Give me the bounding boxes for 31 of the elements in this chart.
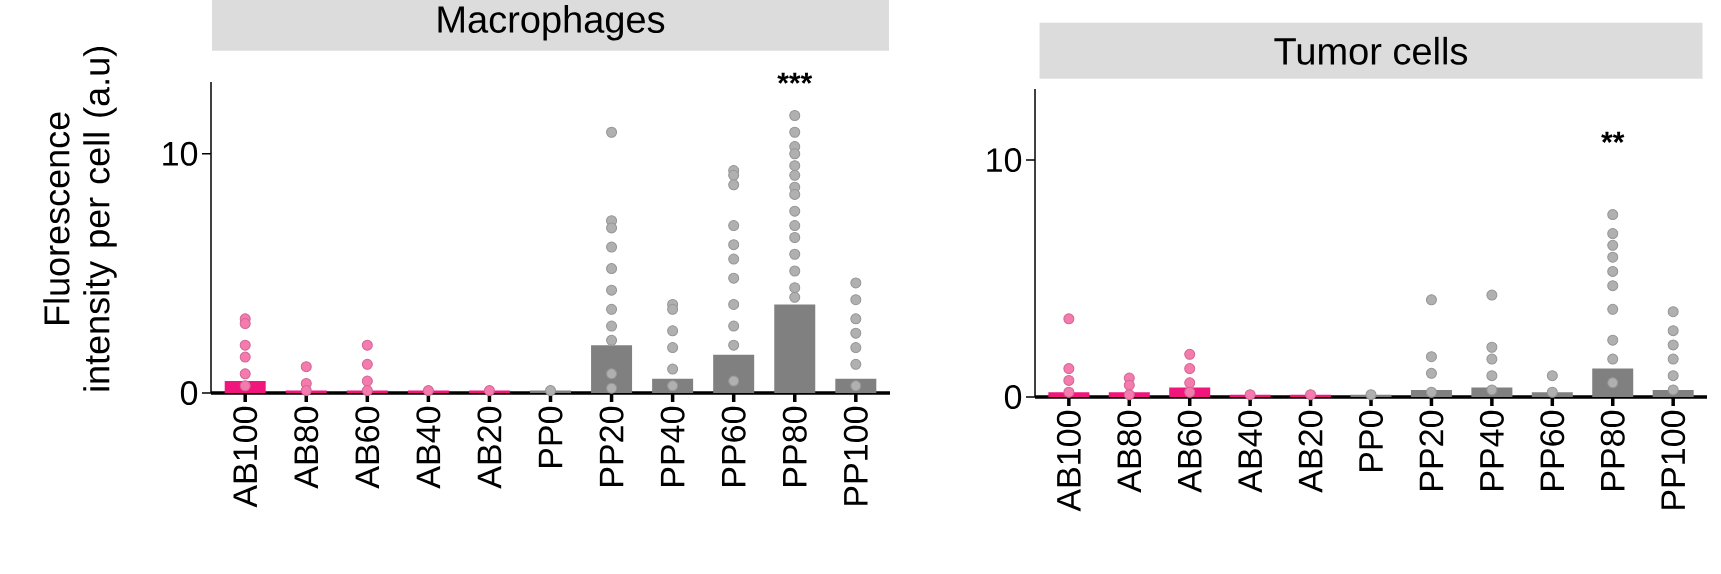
x-tick-label: PP100 (1661, 410, 1686, 509)
x-tick-label: PP0 (1358, 410, 1384, 472)
x-tick-label: PP80 (1600, 410, 1625, 490)
x-tick-label: PP80 (782, 406, 807, 486)
x-tick-label: AB20 (477, 406, 502, 489)
y-axis-title: Fluorescence intensity per cell (a.u) (43, 47, 117, 391)
chart-title: Macrophages (438, 5, 665, 41)
x-tick-label: AB80 (294, 406, 319, 489)
chart-title: Tumor cells (1274, 36, 1468, 65)
x-tick-label: PP40 (1479, 410, 1504, 490)
x-tick-label: PP40 (660, 406, 685, 486)
x-tick-label: AB40 (416, 406, 441, 489)
x-tick-label: AB100 (233, 406, 258, 508)
y-tick-label: 10 (987, 148, 1022, 173)
y-tick-label: 10 (163, 141, 198, 166)
x-tick-label: PP20 (1419, 410, 1444, 490)
x-tick-label: PP60 (721, 406, 746, 486)
x-tick-label: AB100 (1056, 410, 1081, 512)
y-tick-label: 0 (180, 380, 198, 406)
annotation: ** (1601, 131, 1625, 143)
x-tick-label: AB20 (1298, 410, 1323, 493)
x-tick-label: PP100 (843, 406, 868, 505)
x-tick-label: PP60 (1540, 410, 1565, 490)
x-tick-label: AB60 (1177, 410, 1202, 493)
x-tick-label: AB60 (355, 406, 380, 489)
x-tick-label: AB40 (1238, 410, 1263, 493)
x-tick-label: PP20 (599, 406, 624, 486)
y-tick-label: 0 (1004, 384, 1022, 410)
x-tick-label: AB80 (1117, 410, 1142, 493)
annotation: *** (777, 72, 813, 84)
x-tick-label: PP0 (538, 406, 563, 468)
